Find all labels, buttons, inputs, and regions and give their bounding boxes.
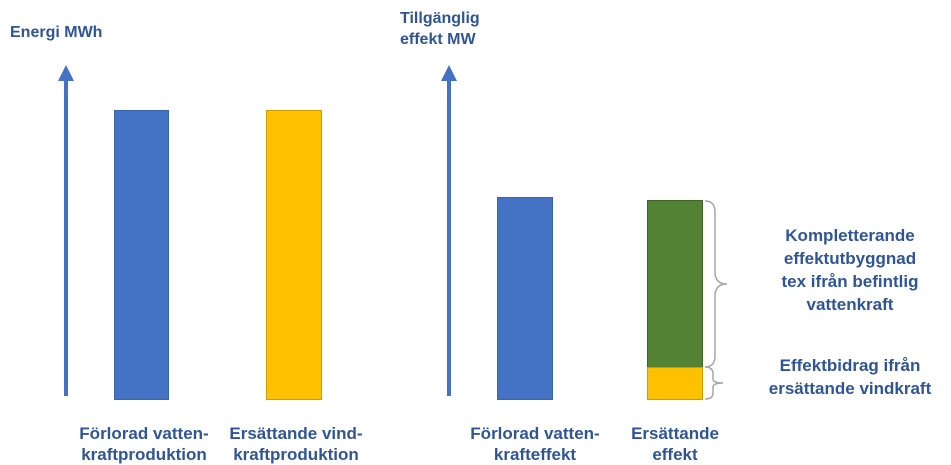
annotation-line: ersättande vindkraft xyxy=(768,379,932,398)
bar-label-replacement-wind-energy: Ersättande vind- kraftproduktion xyxy=(196,423,396,465)
right-y-axis xyxy=(447,80,451,396)
left-y-axis xyxy=(64,80,68,396)
bar-lost-hydro-energy xyxy=(114,110,169,400)
bar-label-line: effekt xyxy=(652,445,698,464)
bar-label-line: krafteffekt xyxy=(493,445,577,464)
bar-label-line: kraftproduktion xyxy=(233,445,359,464)
bar-label-line: Ersättande xyxy=(631,424,719,443)
bar-replacement-wind-energy xyxy=(266,110,322,400)
annotation-line: Effektbidrag ifrån xyxy=(779,356,921,375)
bar-label-line: Förlorad vatten- xyxy=(79,424,209,443)
bar-label-line: Förlorad vatten- xyxy=(470,424,600,443)
bar-label-lost-hydro-energy: Förlorad vatten- kraftproduktion xyxy=(40,423,248,465)
lower-brace-icon xyxy=(704,366,724,400)
annotation-line: Kompletterande xyxy=(785,226,915,245)
annotation-line: tex ifrån befintlig xyxy=(781,272,919,291)
bar-lost-hydro-capacity xyxy=(497,197,553,400)
annotation-line: vattenkraft xyxy=(806,295,894,314)
left-axis-title: Energi MWh xyxy=(10,24,103,41)
bar-supplementary-capacity-segment xyxy=(647,200,703,368)
bar-label-line: Ersättande vind- xyxy=(229,424,363,443)
axis-title-line: Tillgänglig xyxy=(400,10,480,27)
right-axis-title: Tillgänglig effekt MW xyxy=(400,8,480,50)
annotation-supplementary-capacity: Kompletterande effektutbyggnad tex ifrån… xyxy=(755,224,945,316)
axis-title-line: effekt MW xyxy=(400,31,476,48)
right-axis-arrowhead xyxy=(441,65,457,81)
left-axis-arrowhead xyxy=(58,65,74,81)
bar-label-lost-hydro-capacity: Förlorad vatten- krafteffekt xyxy=(450,423,620,465)
bar-label-replacement-capacity: Ersättande effekt xyxy=(615,423,735,465)
annotation-line: effektutbyggnad xyxy=(783,249,917,268)
annotation-wind-contribution: Effektbidrag ifrån ersättande vindkraft xyxy=(752,354,948,400)
bar-wind-capacity-segment xyxy=(647,367,703,400)
upper-brace-icon xyxy=(704,200,728,368)
bar-label-line: kraftproduktion xyxy=(81,445,207,464)
